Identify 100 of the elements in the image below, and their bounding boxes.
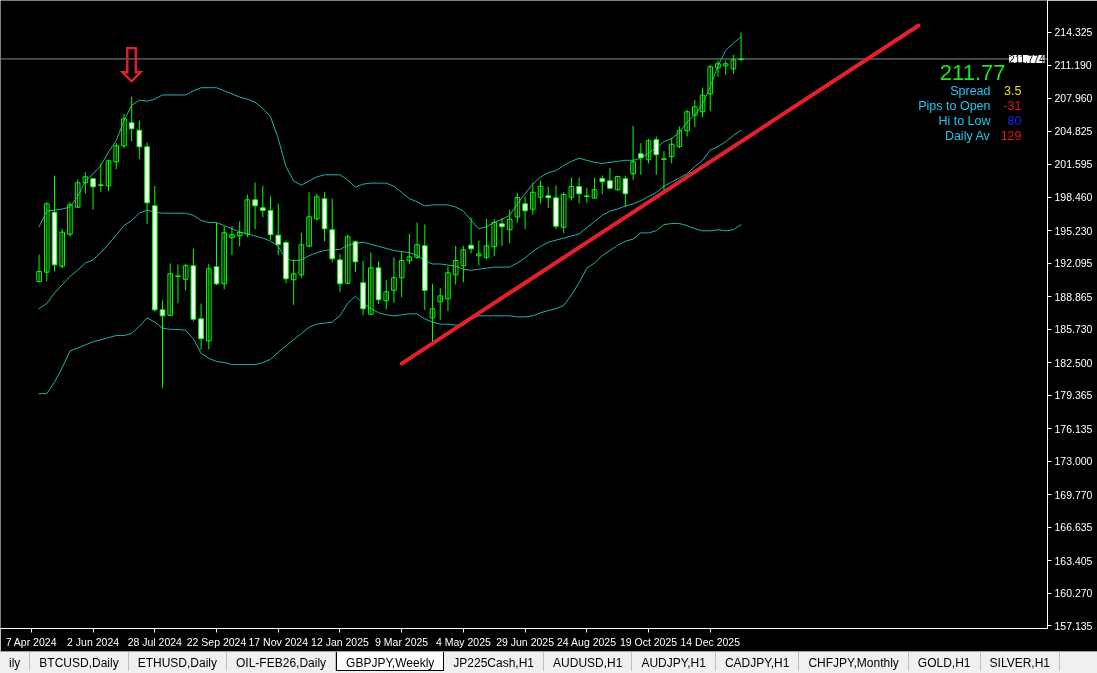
candlestick	[67, 201, 73, 238]
annotation: 3.5	[1004, 84, 1022, 98]
candlestick	[159, 300, 166, 389]
candlestick	[383, 279, 390, 311]
x-tick-label: 22 Sep 2024	[186, 635, 247, 648]
y-tick-label: 179.365	[1054, 389, 1093, 402]
candlestick	[105, 158, 112, 192]
x-tick-label: 24 Aug 2025	[557, 635, 617, 648]
candlestick	[499, 217, 505, 247]
y-tick-label: 214.325	[1054, 26, 1093, 39]
candlestick	[275, 203, 282, 256]
candlestick	[128, 96, 135, 142]
candlestick	[198, 303, 204, 351]
annotation: ⇩	[111, 36, 152, 93]
text: GBPJPY,Weekly	[336, 652, 445, 671]
x-tick-label: 4 May 2025	[435, 635, 491, 648]
candlestick	[445, 265, 451, 312]
candlestick	[545, 186, 552, 209]
x-tick-label: 2 Jun 2024	[67, 635, 120, 648]
candlestick	[59, 228, 66, 269]
annotation: Hi to Low	[938, 113, 992, 128]
text: CADJPY,H1	[715, 652, 800, 671]
y-tick-label: 157.135	[1054, 619, 1093, 632]
y-tick-label: 176.135	[1054, 422, 1093, 435]
candlestick	[136, 119, 143, 160]
annotation: 211.77	[939, 60, 1006, 85]
x-tick-label: 9 Mar 2025	[375, 635, 429, 648]
candlestick	[121, 113, 127, 149]
y-tick-label: 173.000	[1054, 455, 1093, 468]
annotation: 129	[1000, 129, 1022, 143]
candlestick	[97, 163, 104, 193]
candlestick	[514, 192, 521, 224]
candlestick	[476, 239, 482, 266]
candlestick	[715, 60, 721, 78]
y-tick-label: 160.270	[1054, 587, 1093, 600]
text: JP225Cash,H1	[444, 652, 545, 671]
candlestick	[483, 218, 490, 261]
text: OIL-FEB26,Daily	[227, 652, 337, 671]
text: CHFJPY,Monthly	[799, 652, 909, 671]
candlestick	[229, 225, 235, 256]
line-series	[38, 223, 742, 395]
candlestick	[36, 253, 42, 283]
x-tick-label: 7 Apr 2024	[5, 635, 57, 648]
annotation: Daily Av	[944, 128, 991, 143]
candlestick	[661, 150, 667, 191]
y-tick-label: 198.460	[1054, 191, 1093, 204]
text: ily	[0, 652, 31, 671]
candlestick	[699, 87, 706, 118]
y-tick-label: 185.730	[1054, 323, 1093, 336]
x-tick-label: 14 Dec 2025	[680, 635, 741, 648]
candlestick	[337, 253, 343, 293]
candlestick	[437, 287, 444, 321]
candlestick	[414, 222, 420, 260]
candlestick	[252, 181, 258, 230]
text: BTCUSD,Daily	[30, 652, 129, 671]
candlestick	[74, 178, 81, 209]
candlestick	[205, 263, 212, 350]
line-series	[38, 129, 742, 310]
candlestick	[468, 217, 474, 254]
text: ETHUSD,Daily	[128, 652, 228, 671]
candlestick	[738, 31, 744, 62]
candlestick	[576, 177, 582, 204]
y-tick-label: 192.095	[1054, 257, 1093, 270]
y-tick-label: 207.960	[1054, 92, 1093, 105]
y-tick-label: 182.500	[1054, 356, 1093, 369]
y-tick-label: 188.865	[1054, 290, 1093, 303]
candlestick	[607, 167, 613, 191]
y-tick-label: 195.230	[1054, 224, 1093, 237]
candlestick	[591, 177, 598, 199]
candlestick	[167, 262, 174, 317]
candlestick	[306, 191, 312, 248]
candlestick	[313, 193, 320, 222]
candlestick	[530, 182, 536, 216]
text: SILVER,H1	[980, 652, 1061, 671]
y-tick-label: 204.825	[1054, 125, 1093, 137]
annotation: Pips to Open	[918, 98, 991, 113]
candlestick	[175, 264, 181, 304]
x-tick-label: 17 Nov 2024	[248, 635, 309, 648]
annotation: 80	[1007, 114, 1022, 128]
candlestick	[429, 283, 436, 342]
y-tick-label: 201.595	[1054, 158, 1093, 171]
candlestick	[692, 99, 698, 128]
annotation: -31	[1003, 99, 1022, 113]
candlestick	[213, 222, 220, 286]
y-tick-label: 163.405	[1054, 554, 1093, 567]
candlestick	[221, 225, 228, 290]
y-tick-label: 211.190	[1054, 59, 1092, 71]
candlestick	[630, 125, 636, 181]
x-tick-label: 29 Jun 2025	[496, 635, 555, 648]
candlestick	[537, 180, 544, 204]
annotation: Spread	[950, 83, 991, 98]
x-tick-label: 28 Jul 2024	[127, 635, 183, 648]
candlestick	[90, 177, 96, 211]
y-tick-label: 169.770	[1054, 488, 1093, 501]
y-tick-label: 166.635	[1054, 521, 1093, 534]
candlestick	[707, 64, 714, 112]
candlestick	[391, 256, 397, 304]
x-tick-label: 19 Oct 2025	[619, 635, 678, 648]
candlestick	[599, 175, 606, 195]
candlestick	[82, 171, 89, 195]
